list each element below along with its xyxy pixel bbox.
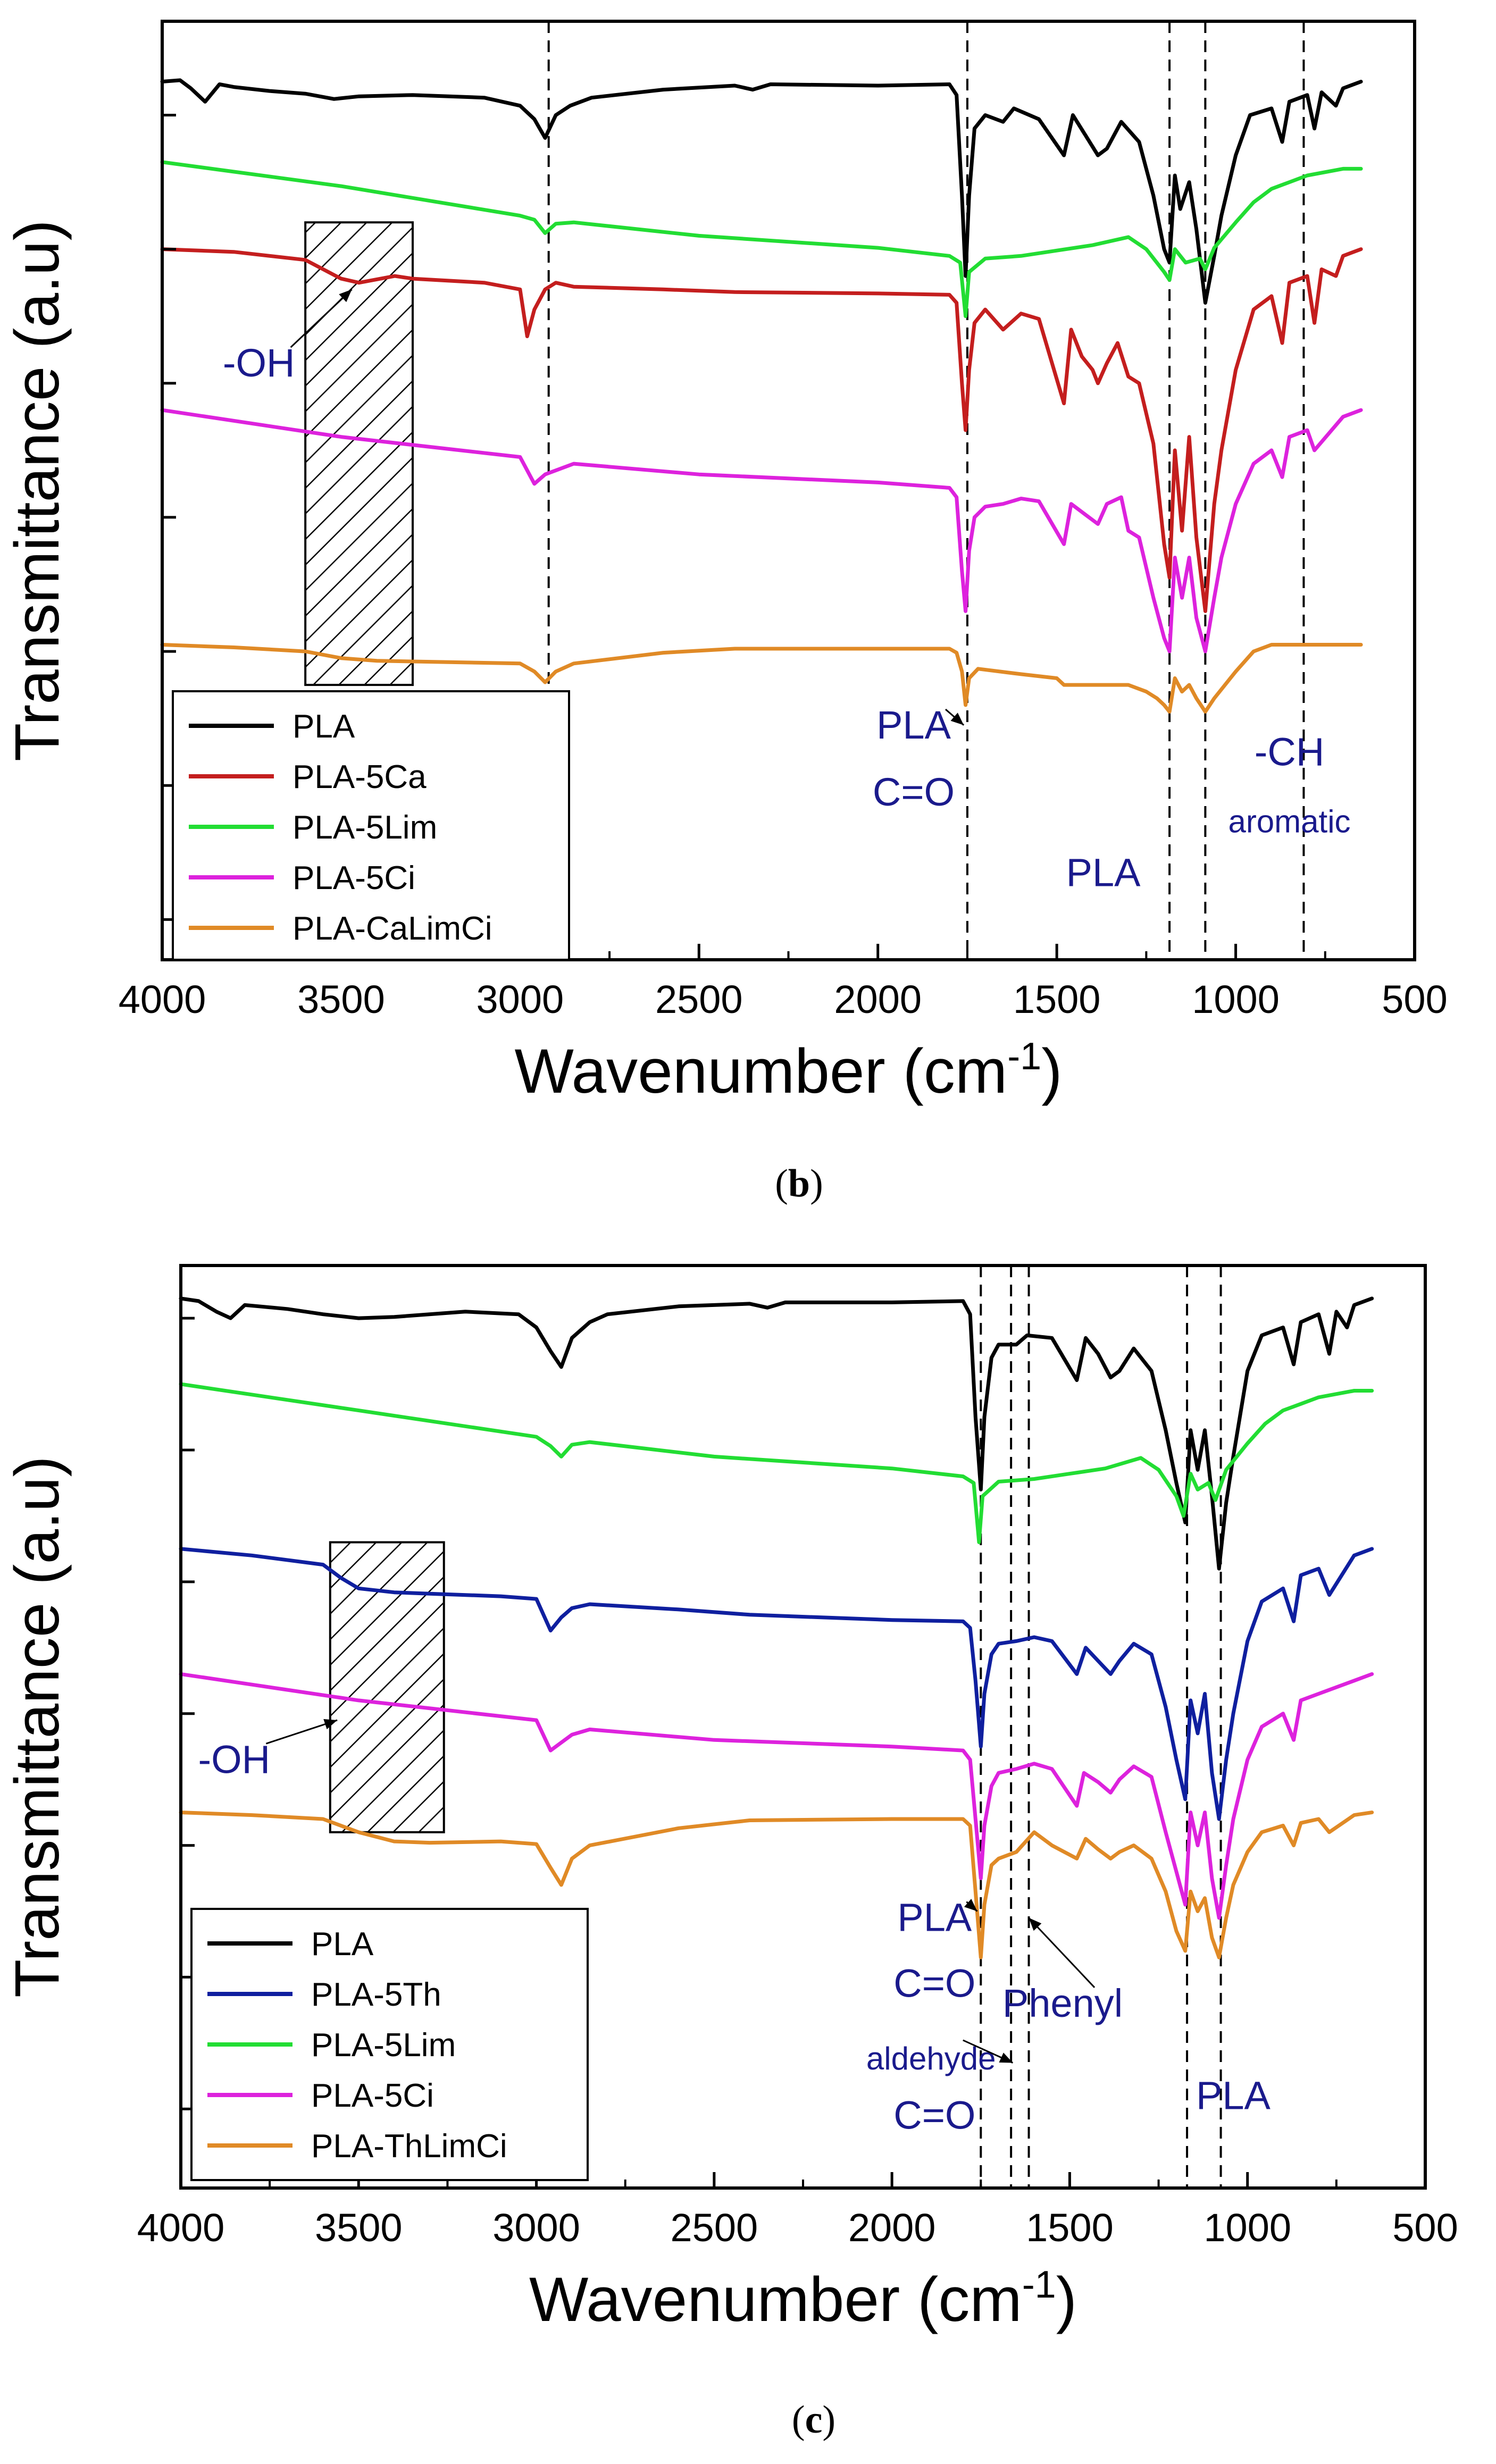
annotation-arrowhead xyxy=(964,1899,977,1912)
x-axis-title-end: ) xyxy=(1056,2265,1077,2335)
annotation-arrow-line xyxy=(1028,1917,1096,1988)
series-line-pla-5lim xyxy=(179,1382,1374,1544)
series-line-pla-thlimci xyxy=(179,1811,1374,1959)
annotation-arrowhead xyxy=(950,713,964,725)
annotation-arrowhead xyxy=(339,289,352,303)
x-axis-title-superscript: -1 xyxy=(1022,2264,1056,2306)
x-tick-label: 3500 xyxy=(297,977,385,1021)
x-tick-label: 4000 xyxy=(137,2206,225,2250)
x-tick-label: 3500 xyxy=(315,2206,403,2250)
legend-entry-label: PLA-5Ci xyxy=(311,2077,434,2114)
x-tick-label: 500 xyxy=(1392,2206,1458,2250)
caption-letter: c xyxy=(805,2398,823,2442)
x-tick-label: 4000 xyxy=(119,977,206,1021)
panel-b-chart: 4000 3500 3000 2500 2000 1500 1000 500 Wavenumbe… xyxy=(2,20,1448,1205)
x-tick-label: 2000 xyxy=(834,977,922,1021)
legend-entry-label: PLA-ThLimCi xyxy=(311,2128,507,2165)
panel-caption: (c) xyxy=(792,2398,835,2442)
annotation-label: C=O xyxy=(893,2093,975,2137)
x-tick-label: 2500 xyxy=(671,2206,758,2250)
y-axis-title: Transmittance (a.u) xyxy=(2,1456,72,1998)
series-line-pla-5th xyxy=(179,1547,1374,1821)
annotation-arrowhead xyxy=(999,2052,1013,2063)
annotation-label: PLA xyxy=(1066,850,1141,894)
x-axis-title-end: ) xyxy=(1041,1036,1062,1107)
caption-paren: ) xyxy=(810,1162,823,1205)
panel-c-chart: 4000 3500 3000 2500 2000 1500 1000 500 Wavenumbe… xyxy=(2,1264,1458,2442)
x-axis-title-superscript: -1 xyxy=(1007,1035,1041,1078)
legend-entry-label: PLA-5Lim xyxy=(292,809,437,846)
annotation-label: aromatic xyxy=(1228,803,1350,839)
x-axis-title: Wavenumber (cm-1) xyxy=(529,2264,1077,2335)
annotation-label: PLA xyxy=(876,703,951,747)
series-line-pla-calimci xyxy=(160,643,1363,714)
series-line-pla-5ci xyxy=(179,1672,1374,1920)
annotation-label: aldehyde xyxy=(866,2041,996,2076)
annotation-label: C=O xyxy=(873,770,955,814)
legend-entry-label: PLA-5Ci xyxy=(292,860,415,896)
legend-entry-label: PLA-5Lim xyxy=(311,2027,456,2064)
hatched-oh-region xyxy=(304,221,414,686)
series-line-pla-5lim xyxy=(160,160,1363,319)
x-tick-label: 2000 xyxy=(848,2206,936,2250)
annotation-arrowhead xyxy=(323,1719,338,1730)
annotation-label: -OH xyxy=(198,1737,270,1781)
x-tick-label: 500 xyxy=(1382,977,1447,1021)
x-tick-label: 1500 xyxy=(1013,977,1101,1021)
annotation-label: PLA xyxy=(1196,2073,1271,2117)
x-tick-label: 1000 xyxy=(1204,2206,1291,2250)
panel-caption: (b) xyxy=(775,1162,823,1205)
annotation-label: -CH xyxy=(1255,730,1325,774)
x-tick-label: 1500 xyxy=(1026,2206,1114,2250)
caption-letter: b xyxy=(788,1162,810,1205)
legend-entry-label: PLA xyxy=(292,708,355,745)
series-line-pla-5ca xyxy=(160,247,1363,613)
annotation-label: -OH xyxy=(223,341,295,385)
x-tick-label: 1000 xyxy=(1192,977,1280,1021)
series-line-pla-5ci xyxy=(160,408,1363,653)
series-line-pla xyxy=(160,78,1363,305)
caption-paren: ( xyxy=(792,2398,805,2442)
annotation-label: Phenyl xyxy=(1002,1981,1123,2025)
annotation-arrowhead xyxy=(1029,1917,1042,1931)
x-axis-title: Wavenumber (cm-1) xyxy=(514,1035,1062,1107)
annotation-label: PLA xyxy=(897,1896,972,1940)
caption-paren: ) xyxy=(822,2398,835,2442)
annotation-arrow-line xyxy=(290,289,353,348)
legend-entry-label: PLA-5Ca xyxy=(292,759,427,795)
legend-entry-label: PLA-5Th xyxy=(311,1976,441,2013)
x-tick-label: 3000 xyxy=(492,2206,580,2250)
caption-paren: ( xyxy=(775,1162,788,1205)
series-line-pla xyxy=(179,1296,1374,1571)
annotation-label: C=O xyxy=(893,1962,975,2006)
legend-entry-label: PLA-CaLimCi xyxy=(292,910,492,947)
hatched-oh-region xyxy=(329,1541,445,1833)
legend-entry-label: PLA xyxy=(311,1926,374,1963)
y-axis-title: Transmittance (a.u) xyxy=(2,220,72,761)
x-tick-label: 3000 xyxy=(477,977,564,1021)
x-tick-label: 2500 xyxy=(655,977,743,1021)
